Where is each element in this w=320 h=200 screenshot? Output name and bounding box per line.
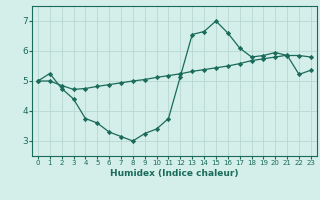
X-axis label: Humidex (Indice chaleur): Humidex (Indice chaleur)	[110, 169, 239, 178]
